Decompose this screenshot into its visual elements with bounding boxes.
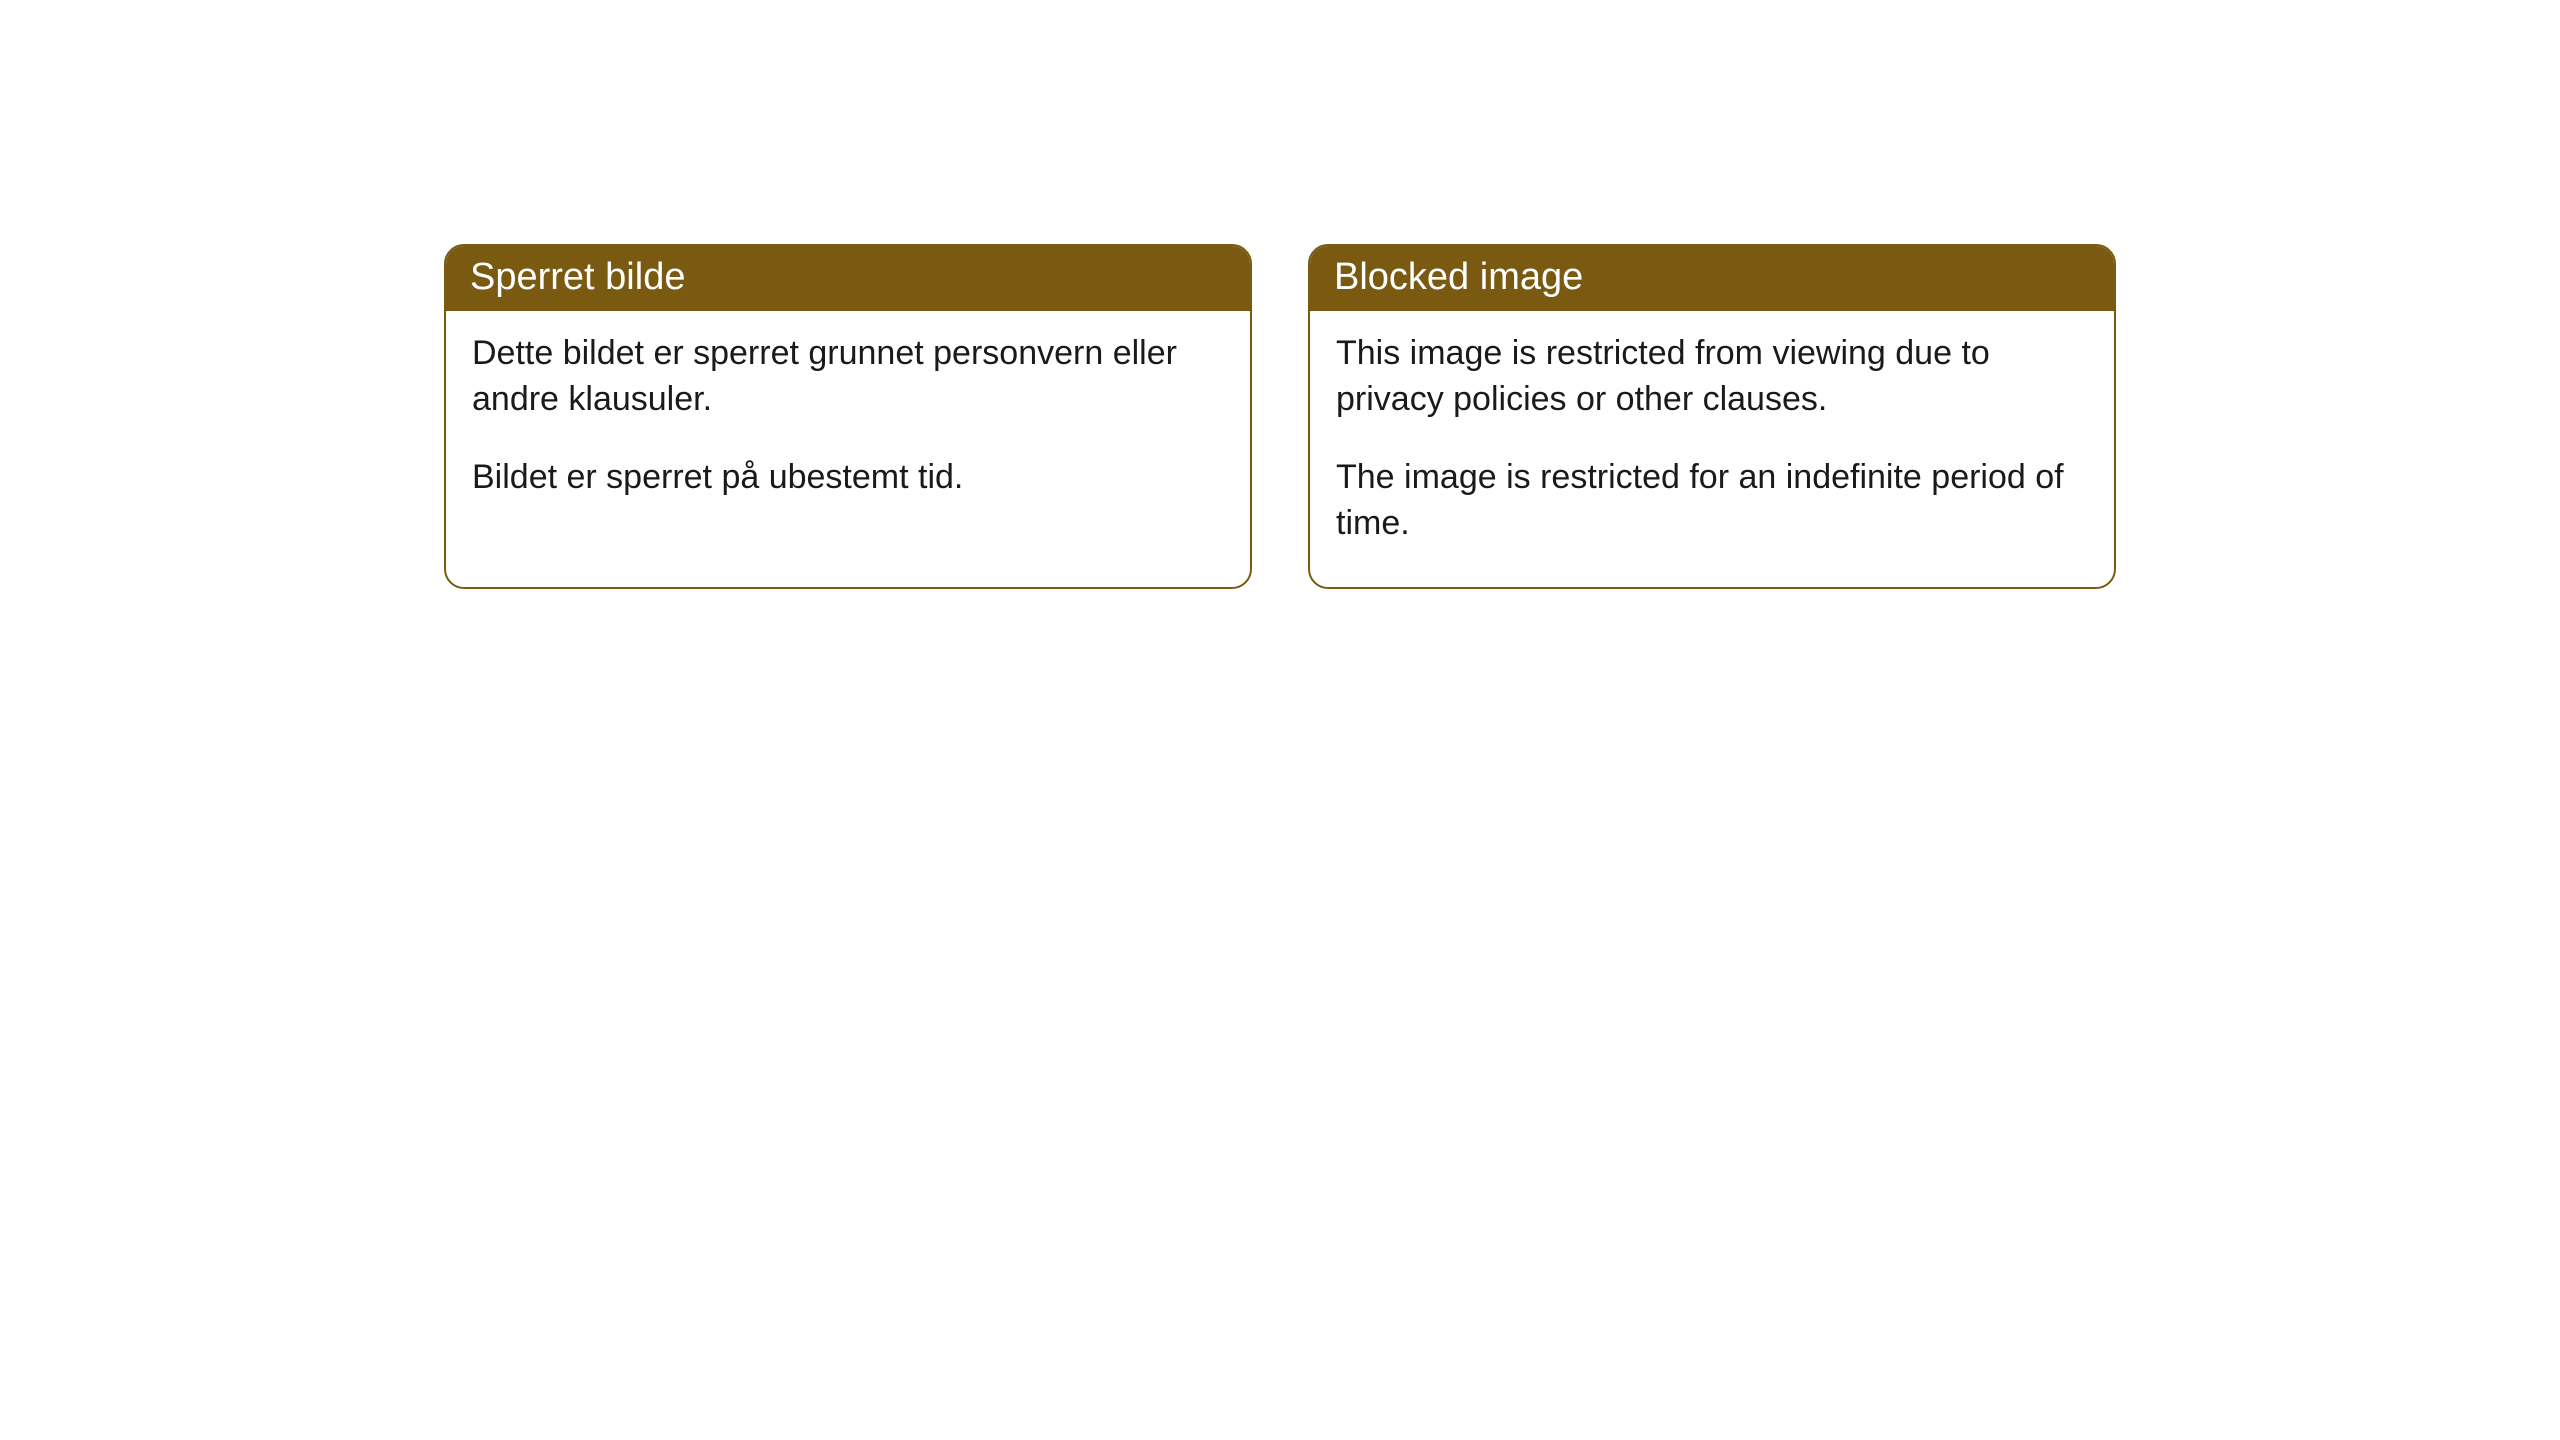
notice-paragraph-1-norwegian: Dette bildet er sperret grunnet personve… (472, 331, 1224, 423)
notice-paragraph-2-english: The image is restricted for an indefinit… (1336, 455, 2088, 547)
notice-paragraph-1-english: This image is restricted from viewing du… (1336, 331, 2088, 423)
notice-body-english: This image is restricted from viewing du… (1310, 311, 2114, 587)
notice-container: Sperret bilde Dette bildet er sperret gr… (0, 0, 2560, 589)
notice-card-norwegian: Sperret bilde Dette bildet er sperret gr… (444, 244, 1252, 589)
notice-header-english: Blocked image (1310, 246, 2114, 311)
notice-header-norwegian: Sperret bilde (446, 246, 1250, 311)
notice-card-english: Blocked image This image is restricted f… (1308, 244, 2116, 589)
notice-paragraph-2-norwegian: Bildet er sperret på ubestemt tid. (472, 455, 1224, 501)
notice-body-norwegian: Dette bildet er sperret grunnet personve… (446, 311, 1250, 541)
